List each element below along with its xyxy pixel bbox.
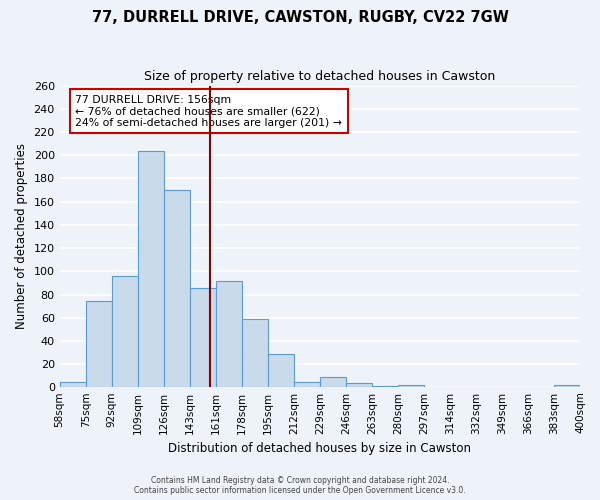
Y-axis label: Number of detached properties: Number of detached properties xyxy=(15,144,28,330)
Title: Size of property relative to detached houses in Cawston: Size of property relative to detached ho… xyxy=(144,70,496,83)
Bar xyxy=(242,319,268,388)
Bar xyxy=(294,382,320,388)
Bar xyxy=(190,288,216,388)
Bar xyxy=(554,385,580,388)
Bar xyxy=(320,377,346,388)
Text: 77 DURRELL DRIVE: 156sqm
← 76% of detached houses are smaller (622)
24% of semi-: 77 DURRELL DRIVE: 156sqm ← 76% of detach… xyxy=(75,94,342,128)
Bar xyxy=(86,302,112,388)
Bar xyxy=(372,386,398,388)
Bar xyxy=(268,354,294,388)
Bar xyxy=(164,190,190,388)
Text: Contains HM Land Registry data © Crown copyright and database right 2024.
Contai: Contains HM Land Registry data © Crown c… xyxy=(134,476,466,495)
Text: 77, DURRELL DRIVE, CAWSTON, RUGBY, CV22 7GW: 77, DURRELL DRIVE, CAWSTON, RUGBY, CV22 … xyxy=(92,10,508,25)
Bar xyxy=(59,382,86,388)
Bar xyxy=(138,150,164,388)
Bar xyxy=(112,276,138,388)
X-axis label: Distribution of detached houses by size in Cawston: Distribution of detached houses by size … xyxy=(169,442,472,455)
Bar xyxy=(346,382,372,388)
Bar xyxy=(216,280,242,388)
Bar xyxy=(398,385,424,388)
